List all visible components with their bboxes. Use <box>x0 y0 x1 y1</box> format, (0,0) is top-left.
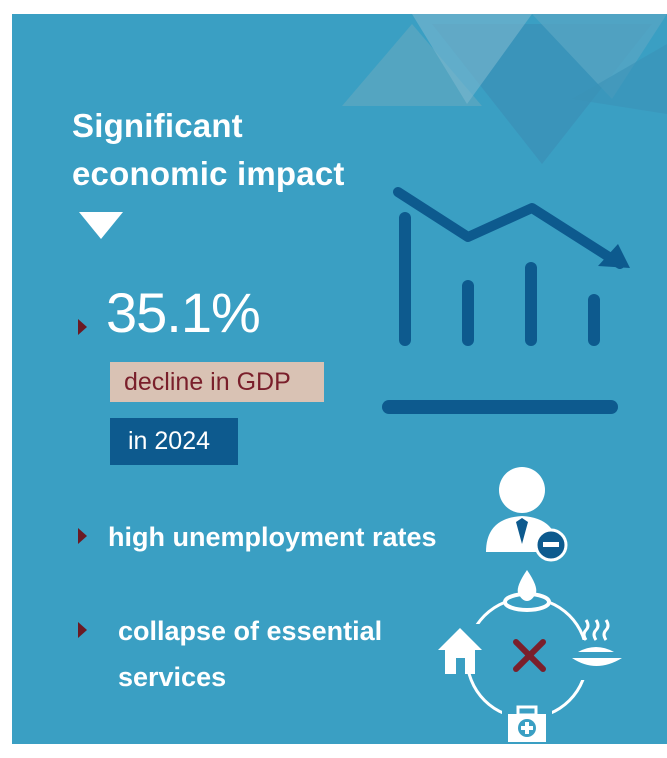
person-minus-icon <box>486 467 568 562</box>
decorative-triangles <box>342 14 667 164</box>
house-icon <box>438 624 484 674</box>
red-cross-mark-icon <box>513 639 546 672</box>
water-drop-icon <box>503 570 551 612</box>
down-triangle-icon <box>79 212 123 239</box>
essential-services-line-2: services <box>118 662 227 692</box>
bullet-arrow-icon <box>78 622 87 638</box>
declining-bar-chart-icon <box>382 187 630 414</box>
title-line-1: Significant <box>72 107 243 144</box>
gdp-decline-label: decline in GDP <box>110 362 324 402</box>
page-title: Significant economic impact <box>72 102 345 198</box>
title-line-2: economic impact <box>72 155 345 192</box>
unemployment-point: high unemployment rates <box>108 522 437 552</box>
infographic-panel: Significant economic impact 35.1% declin… <box>12 14 667 744</box>
year-label: in 2024 <box>110 418 238 465</box>
essential-services-point: collapse of essential services <box>118 608 382 700</box>
essential-services-line-1: collapse of essential <box>118 616 383 646</box>
bullet-arrow-icon <box>78 528 87 544</box>
bullet-arrow-icon <box>78 319 87 335</box>
food-bowl-icon <box>570 619 626 680</box>
gdp-decline-value: 35.1% <box>106 281 261 344</box>
medical-kit-icon <box>502 705 552 744</box>
essential-services-cycle-icon <box>438 570 626 744</box>
